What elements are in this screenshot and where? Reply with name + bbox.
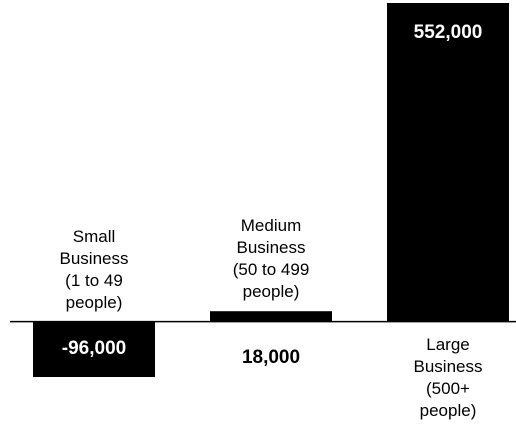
bar-medium-business bbox=[210, 311, 332, 322]
bar-large-business bbox=[387, 3, 509, 322]
category-label-large-business: Large Business (500+ people) bbox=[413, 334, 483, 420]
category-label-small-business: Small Business (1 to 49 people) bbox=[59, 226, 129, 312]
value-label-large-business: 552,000 bbox=[413, 22, 483, 43]
category-label-medium-business: Medium Business (50 to 499 people) bbox=[232, 216, 310, 302]
value-label-medium-business: 18,000 bbox=[241, 346, 301, 368]
value-label-small-business: -96,000 bbox=[61, 338, 127, 360]
bar-small-business bbox=[33, 321, 155, 377]
